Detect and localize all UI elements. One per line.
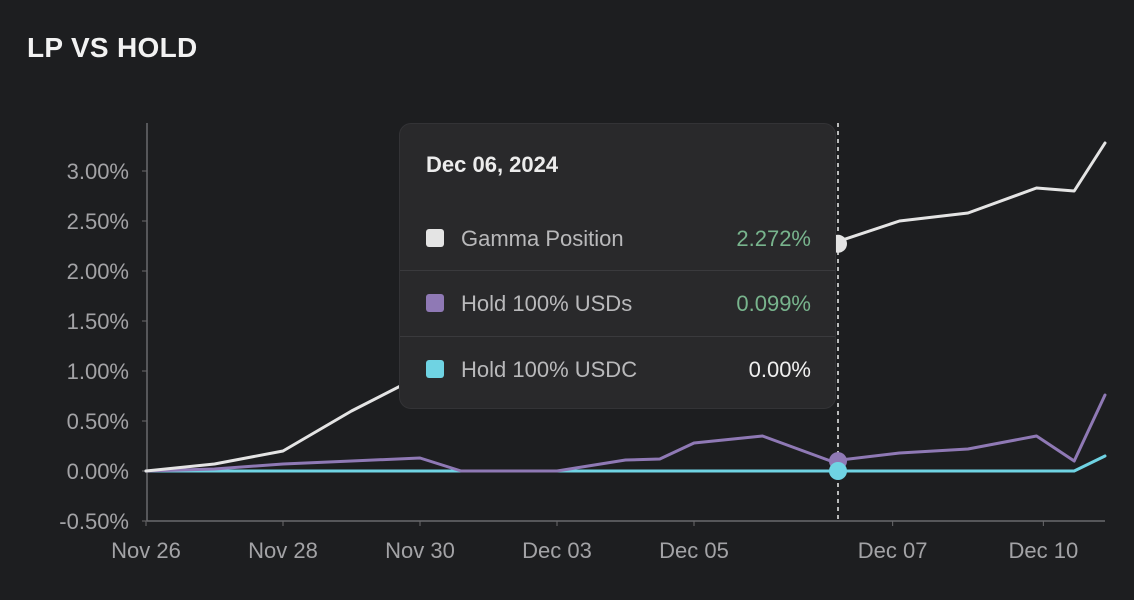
series-line-usds (144, 393, 1107, 473)
usds-swatch-icon (426, 294, 444, 312)
tooltip-row-usdc: Hold 100% USDC 0.00% (400, 336, 835, 402)
tooltip-value: 0.099% (736, 291, 811, 316)
tooltip-date: Dec 06, 2024 (426, 152, 559, 177)
x-tick-label: Nov 28 (248, 538, 318, 563)
y-tick-label: 1.00% (67, 359, 129, 384)
y-tick-label: -0.50% (59, 509, 129, 534)
series-line-usdc (144, 454, 1107, 473)
crosshair-marker-usdc (829, 462, 847, 480)
x-tick-label: Dec 10 (1008, 538, 1078, 563)
y-tick-label: 0.00% (67, 459, 129, 484)
usdc-swatch-icon (426, 360, 444, 378)
x-tick-label: Dec 05 (659, 538, 729, 563)
tooltip-row-gamma: Gamma Position 2.272% (400, 206, 835, 272)
gamma-swatch-icon (426, 229, 444, 247)
tooltip-label: Hold 100% USDC (461, 357, 638, 382)
tooltip-value: 0.00% (748, 357, 811, 382)
tooltip-label: Gamma Position (461, 226, 624, 251)
y-tick-label: 3.00% (67, 159, 129, 184)
x-tick-label: Dec 07 (858, 538, 928, 563)
y-tick-label: 2.50% (67, 209, 129, 234)
x-tick-label: Nov 30 (385, 538, 455, 563)
x-tick-label: Nov 26 (111, 538, 181, 563)
hover-tooltip: Dec 06, 2024 Gamma Position 2.272% Hold … (399, 123, 836, 409)
y-tick-label: 0.50% (67, 409, 129, 434)
y-tick-label: 1.50% (67, 309, 129, 334)
tooltip-value: 2.272% (736, 226, 811, 251)
x-tick-label: Dec 03 (522, 538, 592, 563)
y-tick-label: 2.00% (67, 259, 129, 284)
tooltip-row-usds: Hold 100% USDs 0.099% (400, 270, 835, 336)
axes: -0.50% 0.00% 0.50% 1.00% 1.50% 2.00% 2.50% 3.00… (59, 123, 1105, 563)
chart-title: LP VS HOLD (27, 32, 198, 63)
tooltip-label: Hold 100% USDs (461, 291, 633, 316)
